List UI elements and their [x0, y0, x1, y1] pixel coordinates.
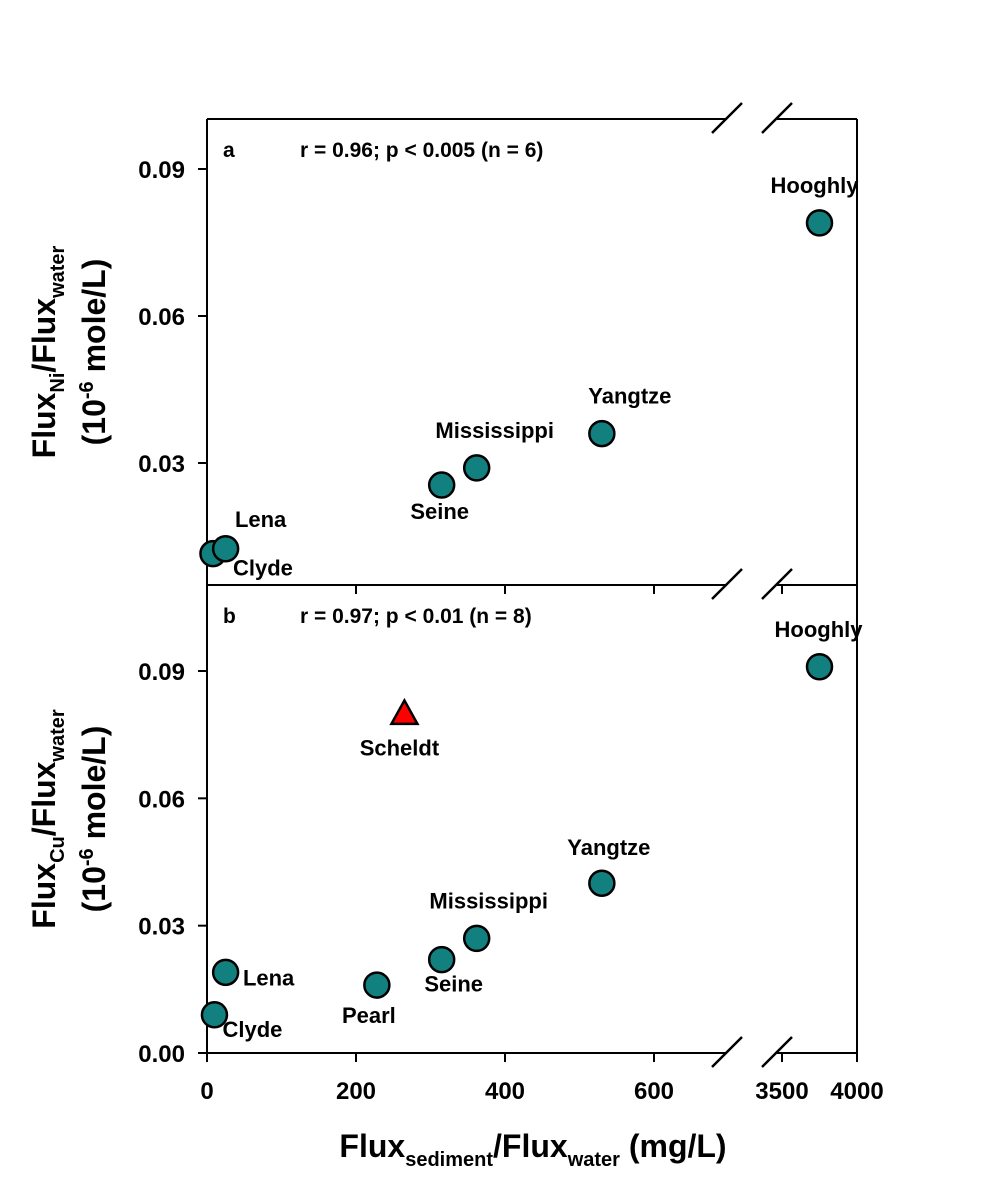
- axis-break-mark: [761, 1036, 793, 1068]
- data-point-hooghly: [805, 653, 834, 681]
- y-tick-label: 0.03: [138, 914, 185, 941]
- axis-break-mark: [711, 102, 743, 134]
- axis-break-mark: [711, 568, 743, 600]
- y-axis-title: FluxCu/Fluxwater: [26, 709, 69, 929]
- point-label-clyde: Clyde: [222, 1017, 282, 1042]
- stat-annotation: r = 0.96; p < 0.005 (n = 6): [300, 139, 543, 162]
- point-label-mississippi: Mississippi: [429, 888, 548, 913]
- axis-break-mark: [761, 568, 793, 600]
- point-label-scheldt: Scheldt: [360, 735, 440, 760]
- point-label-seine: Seine: [410, 499, 469, 524]
- data-point-mississippi: [462, 924, 491, 953]
- y-axis-title: FluxNi/Fluxwater: [26, 245, 69, 458]
- point-label-lena: Lena: [243, 965, 295, 990]
- x-tick-label: 400: [485, 1078, 525, 1105]
- data-point-scheldt: [389, 697, 420, 726]
- y-axis-unit: (10-6 mole/L): [76, 726, 112, 913]
- data-point-pearl: [363, 971, 391, 999]
- data-point-mississippi: [462, 454, 491, 482]
- panel-label: b: [223, 605, 236, 628]
- y-tick-label: 0.00: [138, 1041, 185, 1068]
- x-axis-title: Fluxsediment/Fluxwater (mg/L): [339, 1128, 726, 1171]
- panel-label: a: [223, 139, 235, 162]
- point-label-yangtze: Yangtze: [567, 835, 650, 860]
- point-label-mississippi: Mississippi: [435, 418, 554, 443]
- y-tick-label: 0.06: [138, 786, 185, 813]
- data-point-lena: [211, 535, 240, 563]
- point-label-yangtze: Yangtze: [588, 384, 671, 409]
- y-tick-label: 0.09: [138, 157, 185, 184]
- data-point-clyde: [200, 1001, 229, 1029]
- y-axis-unit: (10-6 mole/L): [76, 259, 112, 446]
- x-tick-label: 200: [336, 1078, 376, 1105]
- point-label-clyde: Clyde: [233, 556, 293, 581]
- data-point-yangtze: [588, 419, 616, 448]
- chart-texts: 0.03 0.06 0.09 a r = 0.96; p < 0.005 (n = 6)…: [26, 139, 884, 1171]
- x-tick-label: 4000: [830, 1078, 883, 1105]
- point-label-hooghly: Hooghly: [771, 173, 860, 198]
- stat-annotation: r = 0.97; p < 0.01 (n = 8): [300, 605, 532, 628]
- x-tick-label: 3500: [755, 1078, 808, 1105]
- axis-break-mark: [761, 102, 793, 134]
- point-label-pearl: Pearl: [342, 1003, 396, 1028]
- point-label-seine: Seine: [424, 972, 483, 997]
- x-tick-label: 0: [200, 1078, 213, 1105]
- x-tick-label: 600: [634, 1078, 674, 1105]
- y-tick-label: 0.09: [138, 659, 185, 686]
- panel-frames: [206, 102, 858, 1068]
- data-point-yangtze: [588, 869, 616, 897]
- point-label-lena: Lena: [235, 507, 287, 532]
- data-points: [199, 209, 834, 1029]
- data-point-seine: [427, 945, 456, 974]
- data-point-lena: [211, 958, 240, 987]
- y-tick-label: 0.03: [138, 451, 185, 478]
- data-point-seine: [427, 471, 456, 499]
- y-tick-label: 0.06: [138, 304, 185, 331]
- axis-ticks: [198, 168, 858, 1062]
- axis-break-mark: [711, 1036, 743, 1068]
- data-point-hooghly: [805, 209, 834, 237]
- point-label-hooghly: Hooghly: [775, 617, 864, 642]
